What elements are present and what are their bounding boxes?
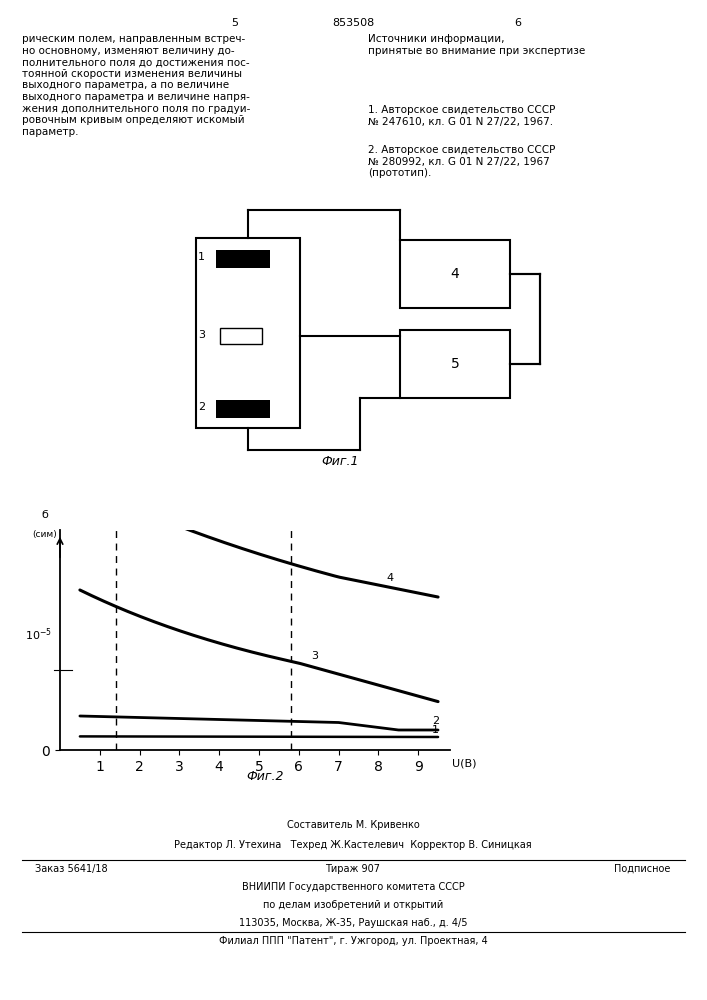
Text: 5: 5 bbox=[450, 357, 460, 371]
Text: рическим полем, направленным встреч-
но основному, изменяют величину до-
полните: рическим полем, направленным встреч- но … bbox=[22, 34, 250, 137]
Text: 4: 4 bbox=[386, 573, 394, 583]
Text: 1. Авторское свидетельство СССР
№ 247610, кл. G 01 N 27/22, 1967.: 1. Авторское свидетельство СССР № 247610… bbox=[368, 105, 556, 127]
Text: Источники информации,
принятые во внимание при экспертизе: Источники информации, принятые во вниман… bbox=[368, 34, 585, 56]
Text: 853508: 853508 bbox=[332, 18, 374, 28]
Text: Филиал ППП "Патент", г. Ужгород, ул. Проектная, 4: Филиал ППП "Патент", г. Ужгород, ул. Про… bbox=[218, 936, 487, 946]
Polygon shape bbox=[216, 250, 270, 268]
Text: по делам изобретений и открытий: по делам изобретений и открытий bbox=[263, 900, 443, 910]
Text: 2: 2 bbox=[198, 402, 205, 412]
Text: U(B): U(B) bbox=[452, 758, 477, 768]
Text: Тираж 907: Тираж 907 bbox=[325, 864, 380, 874]
Text: Заказ 5641/18: Заказ 5641/18 bbox=[35, 864, 107, 874]
Text: $10^{-5}$: $10^{-5}$ bbox=[25, 627, 52, 643]
Polygon shape bbox=[220, 328, 262, 344]
Text: (сим): (сим) bbox=[33, 530, 57, 539]
Text: Составитель М. Кривенко: Составитель М. Кривенко bbox=[286, 820, 419, 830]
Polygon shape bbox=[216, 400, 270, 418]
Text: 2. Авторское свидетельство СССР
№ 280992, кл. G 01 N 27/22, 1967
(прототип).: 2. Авторское свидетельство СССР № 280992… bbox=[368, 145, 556, 178]
Text: 2: 2 bbox=[432, 716, 439, 726]
Text: б: б bbox=[42, 510, 49, 520]
Text: 3: 3 bbox=[198, 330, 205, 340]
Text: Фиг.1: Фиг.1 bbox=[321, 455, 358, 468]
Text: 1: 1 bbox=[432, 725, 439, 735]
Text: Фиг.2: Фиг.2 bbox=[246, 770, 284, 783]
Text: 1: 1 bbox=[198, 252, 205, 262]
Text: 3: 3 bbox=[310, 651, 317, 661]
Text: Подписное: Подписное bbox=[614, 864, 670, 874]
Text: 113035, Москва, Ж-35, Раушская наб., д. 4/5: 113035, Москва, Ж-35, Раушская наб., д. … bbox=[239, 918, 467, 928]
Text: 6: 6 bbox=[515, 18, 522, 28]
Text: 4: 4 bbox=[450, 267, 460, 281]
Text: ВНИИПИ Государственного комитета СССР: ВНИИПИ Государственного комитета СССР bbox=[242, 882, 464, 892]
Text: 5: 5 bbox=[231, 18, 238, 28]
Text: Редактор Л. Утехина   Техред Ж.Кастелевич  Корректор В. Синицкая: Редактор Л. Утехина Техред Ж.Кастелевич … bbox=[174, 840, 532, 850]
